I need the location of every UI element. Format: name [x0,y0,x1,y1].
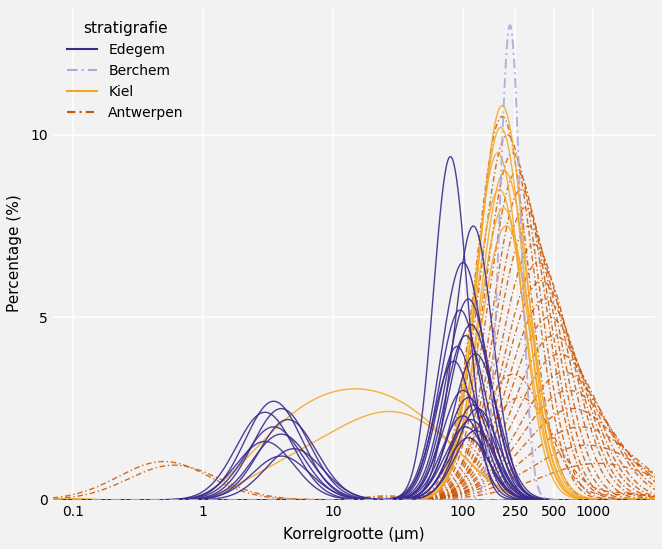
Antwerpen [329,496,337,503]
Antwerpen [346,496,354,503]
Kiel [352,385,359,392]
Kiel [346,386,354,393]
Y-axis label: Percentage (%): Percentage (%) [7,194,22,312]
Edegem [30,496,38,503]
Edegem [446,153,454,160]
Antwerpen [63,492,71,499]
Antwerpen [542,496,550,503]
Berchem [661,496,662,503]
Berchem [506,22,514,29]
X-axis label: Korrelgrootte (μm): Korrelgrootte (μm) [283,527,425,542]
Edegem [346,496,354,503]
Line: Antwerpen: Antwerpen [34,462,662,500]
Kiel [30,496,38,502]
Kiel [542,496,550,503]
Edegem [63,496,71,503]
Edegem [661,496,662,503]
Kiel [63,495,71,502]
Line: Kiel: Kiel [34,389,662,500]
Edegem [328,496,336,503]
Berchem [63,496,71,503]
Antwerpen [160,458,168,465]
Berchem [30,496,38,503]
Line: Edegem: Edegem [34,156,662,500]
Edegem [542,496,550,503]
Berchem [346,496,354,503]
Legend: Edegem, Berchem, Kiel, Antwerpen: Edegem, Berchem, Kiel, Antwerpen [60,14,191,127]
Kiel [329,389,337,395]
Berchem [328,496,336,503]
Line: Berchem: Berchem [34,25,662,500]
Antwerpen [661,496,662,503]
Kiel [97,496,105,503]
Berchem [542,495,550,502]
Antwerpen [30,496,38,502]
